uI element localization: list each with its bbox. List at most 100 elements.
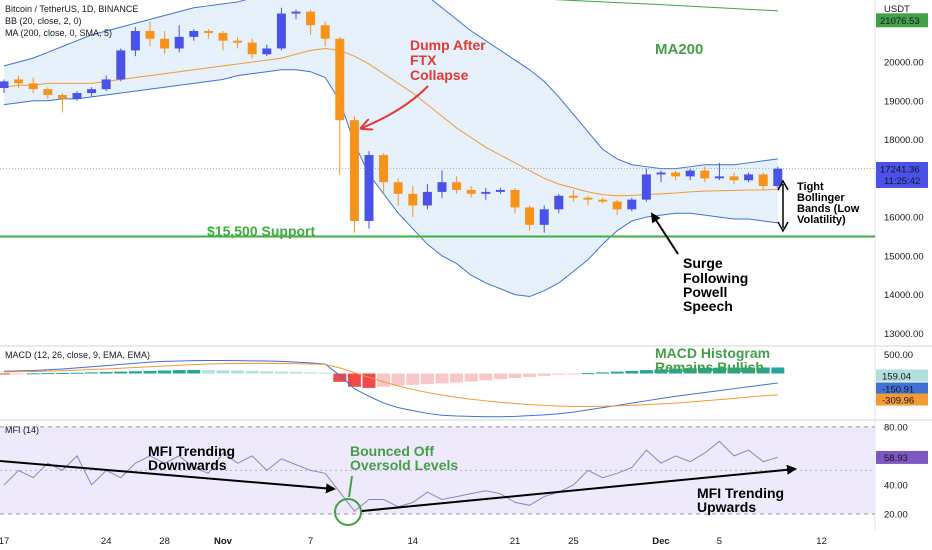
macd-hist-bar [654, 369, 668, 374]
macd-hist-bar [406, 373, 420, 385]
bounce-ann-line1: Bounced Off [350, 443, 434, 459]
macd-hist-bar [523, 373, 537, 377]
candle-body [525, 207, 535, 225]
macd-hist-bar [479, 373, 493, 381]
macd-value-text: -309.96 [882, 396, 914, 407]
candle-body [28, 83, 38, 90]
macd-value-tag [876, 369, 928, 382]
macd-hist-bar [187, 369, 201, 374]
candle-body [583, 197, 593, 200]
last-price-tag [876, 161, 928, 188]
macd-hist-bar [128, 371, 142, 374]
price-tick-label: 13000.00 [884, 329, 924, 340]
macd-hist-bar [216, 370, 230, 374]
macd-hist-bar [12, 373, 26, 375]
macd-value-tag [876, 382, 928, 395]
candle-body [641, 174, 651, 200]
candle-body [393, 182, 403, 194]
tight-ann-line2: Bollinger [797, 192, 845, 204]
surge-ann-line4: Speech [683, 298, 733, 314]
time-tick-label: 21 [510, 536, 521, 547]
macd-tick-label: 500.00 [884, 350, 913, 361]
bounce-pointer [348, 475, 353, 498]
candle-body [656, 172, 666, 175]
candle-body [14, 79, 24, 84]
candle-body [116, 50, 126, 80]
candle-body [627, 199, 637, 210]
macd-hist-bar [158, 370, 172, 374]
candle-body [72, 93, 82, 99]
symbol-title: Bitcoin / TetherUS, 1D, BINANCE [5, 4, 138, 14]
mfi-up-ann-line2: Upwards [697, 499, 756, 515]
candle-body [87, 89, 97, 94]
candle-body [160, 38, 170, 49]
macd-ann-line2: Remains Bullish [655, 359, 764, 375]
candle-body [379, 155, 389, 183]
candle-body [306, 11, 316, 26]
macd-hist-bar [683, 368, 697, 374]
mfi-down-ann-line2: Downwards [148, 457, 227, 473]
tight-ann-line1: Tight [797, 181, 824, 193]
mfi-down-arrow [0, 460, 336, 494]
price-tick-label: 16000.00 [884, 213, 924, 224]
candle-body [335, 38, 345, 121]
ma200-price-tag [876, 13, 928, 28]
macd-hist-bar [450, 373, 464, 383]
candle-body [598, 199, 608, 202]
macd-hist-bar [537, 373, 551, 376]
bb-lower-line [3, 69, 778, 298]
candle-body [422, 191, 432, 206]
ma200-price-text: 21076.53 [880, 16, 920, 27]
candle-body [452, 182, 462, 190]
surge-arrow [650, 212, 679, 255]
candle-body [495, 189, 505, 192]
mfi-tick-label: 20.00 [884, 510, 908, 521]
macd-hist-bar [347, 373, 361, 387]
time-axis[interactable]: 17 24 28 Nov 7 14 21 25 Dec 5 12 [0, 536, 827, 547]
macd-hist-bar [41, 373, 55, 375]
macd-hist-bar [610, 371, 624, 374]
candle-body [729, 176, 739, 181]
macd-hist-bar [581, 373, 595, 375]
time-tick-label: 14 [408, 536, 419, 547]
macd-hist-bar [625, 370, 639, 374]
signal-line [3, 362, 778, 407]
macd-hist-bar [727, 367, 741, 374]
surge-ann-line2: Following [683, 270, 748, 286]
oversold-circle [334, 498, 362, 526]
dump-arrow [362, 85, 429, 128]
price-tick-label: 20000.00 [884, 58, 924, 69]
mfi-title: MFI (14) [5, 425, 39, 435]
candle-body [408, 193, 418, 206]
support-line [0, 168, 875, 238]
bb-fill [4, 0, 778, 297]
macd-value-text: -150.91 [882, 385, 914, 396]
candle-body [466, 189, 476, 194]
candle-body [744, 174, 754, 181]
macd-hist-bar [55, 372, 69, 374]
macd-ann-line1: MACD Histogram [655, 345, 770, 361]
macd-hist-bar [712, 367, 726, 374]
candle-body [101, 79, 111, 90]
candle-body [320, 25, 330, 39]
mfi-tick-label: 40.00 [884, 480, 908, 491]
macd-hist-bar [742, 367, 756, 374]
macd-hist-bar [596, 372, 610, 374]
candle-body [554, 195, 564, 210]
dump-ann-line3: Collapse [410, 67, 469, 83]
mfi-tick-label: 80.00 [884, 422, 908, 433]
tight-arrow-head-down [777, 221, 789, 233]
candle-body [364, 155, 374, 221]
macd-hist-bar [260, 371, 274, 374]
mfi-up-ann-line1: MFI Trending [697, 485, 784, 501]
macd-value-text: 159.04 [882, 372, 911, 383]
candle-body [233, 40, 243, 43]
candle-body [671, 172, 681, 177]
macd-hist-bar [435, 373, 449, 384]
mfi-pane: 80.00 40.00 20.00 58.93 [0, 422, 928, 521]
price-tick-label: 19000.00 [884, 96, 924, 107]
macd-hist-bar [70, 372, 84, 374]
candle-body [291, 11, 301, 14]
